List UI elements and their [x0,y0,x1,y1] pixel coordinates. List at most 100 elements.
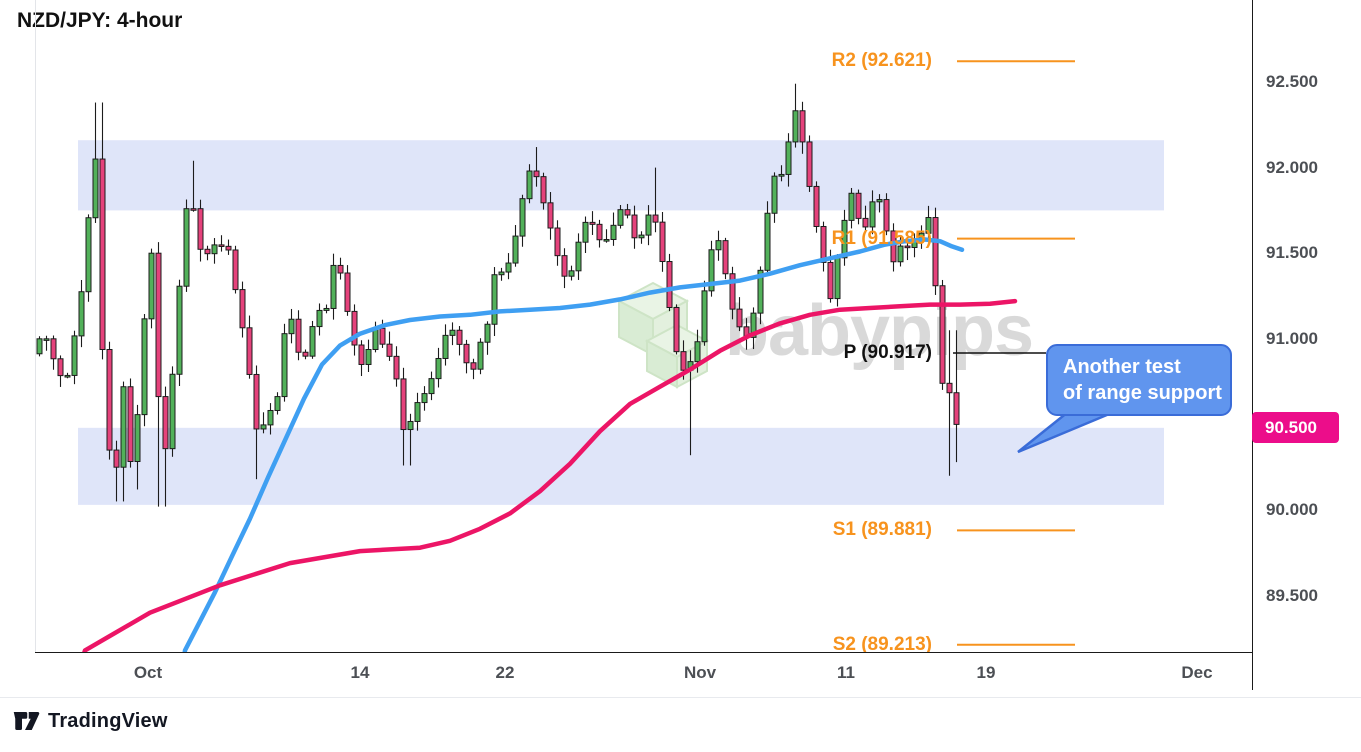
candle [785,133,792,187]
candle [925,205,932,241]
candle [246,315,253,379]
candle [204,245,211,261]
candle [393,346,400,387]
candle [267,403,274,435]
candle [337,257,344,280]
candle [645,205,652,246]
candle [631,205,638,249]
candle [274,392,281,415]
annotation-callout: Another test of range support [1046,344,1232,416]
candle [309,320,316,359]
x-tick-11: 11 [837,663,855,682]
y-tick-92.500: 92.500 [1266,72,1318,91]
range-support [78,427,1164,505]
candle [799,101,806,154]
candle [253,365,260,480]
candle [435,347,442,388]
candle [533,147,540,187]
candle [169,366,176,457]
candle [554,220,561,266]
y-tick-90.000: 90.000 [1266,500,1318,519]
candle [218,235,225,252]
candle [71,330,78,385]
candle [43,335,50,351]
candle [155,242,162,507]
candle [575,233,582,280]
candle [232,245,239,294]
candle [813,181,820,233]
candle [197,199,204,262]
candle [470,358,477,380]
candle [946,330,953,476]
candle [659,212,666,272]
candle [127,378,134,468]
candle [302,349,309,360]
candle [568,265,575,281]
candle [428,371,435,401]
candle [99,102,106,360]
range-zones [78,140,1164,505]
candle [540,172,547,210]
candlesticks [36,83,960,507]
candle [57,355,64,387]
candle [771,172,778,223]
candle [911,233,918,258]
candle [85,214,92,302]
tradingview-label: TradingView [48,709,168,732]
candle [260,412,267,434]
candle [365,339,372,373]
candle [848,187,855,229]
tradingview-attribution[interactable]: TradingView [13,709,168,733]
candle [148,248,155,329]
candle [330,253,337,320]
candle [589,211,596,235]
candle [883,193,890,236]
candle [498,267,505,281]
candle [561,248,568,289]
candle [834,254,841,307]
candle [701,280,708,346]
candle [323,304,330,314]
candle [316,303,323,336]
candle [239,281,246,338]
candle [477,338,484,375]
candle [491,267,498,337]
candle [456,326,463,356]
candle [610,212,617,246]
candle [778,165,785,182]
candle [526,164,533,204]
candle [225,239,232,255]
watermark: babypips [615,281,1034,389]
fast-ma-line [182,237,965,652]
candle [869,190,876,235]
candle [176,279,183,387]
candle [666,253,673,312]
y-tick-92.000: 92.000 [1266,157,1318,177]
candle [855,189,862,225]
slow-ma-line [82,298,1018,652]
x-tick-22: 22 [495,663,515,682]
candle [281,323,288,402]
candle [729,266,736,320]
candle [64,372,71,379]
candle [407,413,414,466]
candle [932,207,939,295]
candle [939,279,946,390]
x-tick-14: 14 [350,663,370,682]
candle [358,340,365,377]
pivot-lines [953,60,1075,646]
callout-line-1: Another test [1063,356,1181,378]
candle [113,440,120,502]
x-tick-Oct: Oct [133,663,163,682]
candle [288,308,295,344]
candle [463,339,470,374]
candle [953,330,960,463]
candle [162,386,169,507]
candle [708,240,715,297]
candle [78,279,85,348]
range-resistance [78,140,1164,211]
candle [344,265,351,316]
y-tick-91.500: 91.500 [1266,243,1318,263]
